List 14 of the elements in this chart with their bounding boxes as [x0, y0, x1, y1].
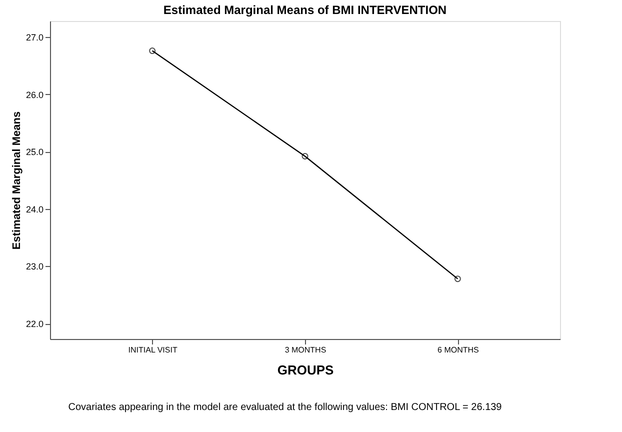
x-axis-title: GROUPS: [277, 362, 334, 378]
y-tick-label: 25.0: [26, 147, 44, 158]
y-tick-label: 26.0: [26, 90, 44, 100]
y-axis-title: Estimated Marginal Means: [10, 111, 23, 250]
y-tick-label: 27.0: [26, 32, 44, 43]
y-tick-label: 23.0: [26, 262, 44, 272]
y-tick-label: 22.0: [26, 319, 44, 330]
x-tick-label: 3 MONTHS: [284, 346, 326, 354]
y-tick-label: 24.0: [26, 204, 44, 214]
chart-title: Estimated Marginal Means of BMI INTERVENTION: [163, 3, 447, 17]
x-tick-label: 6 MONTHS: [438, 346, 479, 354]
x-tick-label: INITIAL VISIT: [128, 346, 178, 354]
text: Covariates appearing in the model are evaluated at the following values: BMI CONTROL = 26.139: [68, 402, 502, 413]
point: [302, 152, 308, 160]
